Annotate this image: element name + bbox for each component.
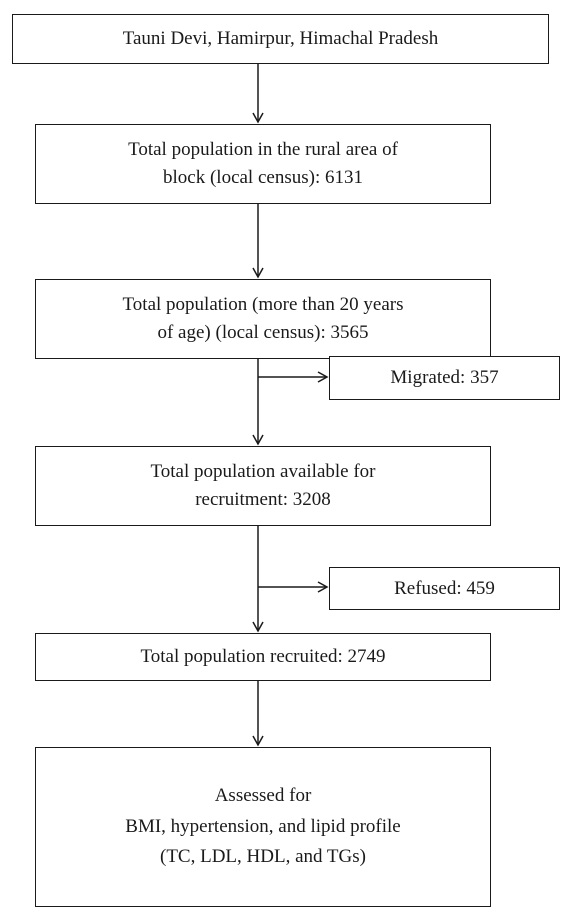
recruited-population-box: Total population recruited: 2749 <box>35 633 491 681</box>
assessment-box: Assessed for BMI, hypertension, and lipi… <box>35 747 491 907</box>
rural-population-text: Total population in the rural area of bl… <box>128 139 398 188</box>
available-population-box: Total population available for recruitme… <box>35 446 491 526</box>
refused-box: Refused: 459 <box>329 567 560 610</box>
rural-population-box: Total population in the rural area of bl… <box>35 124 491 204</box>
adult-population-box: Total population (more than 20 years of … <box>35 279 491 359</box>
refused-text: Refused: 459 <box>394 577 495 599</box>
location-text: Tauni Devi, Hamirpur, Himachal Pradesh <box>122 28 439 50</box>
location-box: Tauni Devi, Hamirpur, Himachal Pradesh <box>12 14 549 64</box>
assessment-text: Assessed for BMI, hypertension, and lipi… <box>125 785 401 868</box>
migrated-box: Migrated: 357 <box>329 356 560 400</box>
available-population-text: Total population available for recruitme… <box>150 461 376 510</box>
migrated-text: Migrated: 357 <box>390 367 499 389</box>
recruited-population-text: Total population recruited: 2749 <box>140 646 386 668</box>
adult-population-text: Total population (more than 20 years of … <box>122 294 404 343</box>
